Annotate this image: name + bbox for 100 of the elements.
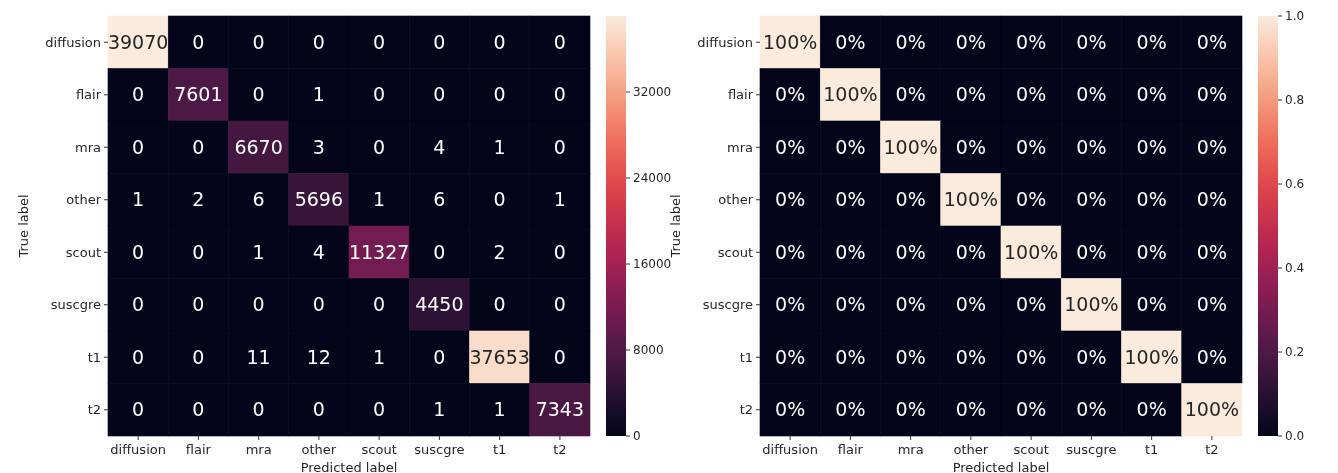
data-label: 0% <box>955 293 986 316</box>
data-label: 0 <box>373 135 386 158</box>
data-label: 0% <box>1136 240 1167 263</box>
data-label: 0 <box>373 398 386 421</box>
data-label: 0 <box>252 83 265 106</box>
y-tick-label: scout <box>65 244 101 260</box>
data-label: 0 <box>433 240 446 263</box>
x-tick-label: diffusion <box>762 442 818 457</box>
data-label: 0 <box>553 30 566 53</box>
data-label: 0% <box>955 135 986 158</box>
data-label: 0% <box>895 345 926 368</box>
x-tick-label: scout <box>361 442 397 457</box>
data-label: 0% <box>1076 83 1107 106</box>
data-label: 0% <box>1016 398 1047 421</box>
data-label: 0% <box>835 135 866 158</box>
data-label: 0 <box>433 83 446 106</box>
data-label: 0% <box>835 293 866 316</box>
data-label: 0% <box>895 188 926 211</box>
data-label: 0 <box>493 30 506 53</box>
y-tick-label: suscgre <box>702 297 753 313</box>
x-tick-label: suscgre <box>414 442 465 457</box>
y-tick-label: other <box>718 192 754 208</box>
y-tick-label: mra <box>727 139 753 155</box>
x-tick-label: scout <box>1013 442 1049 457</box>
data-label: 0 <box>553 135 566 158</box>
x-tick-label: other <box>301 442 337 457</box>
y-axis-title: True label <box>668 194 683 259</box>
data-label: 0% <box>1016 30 1047 53</box>
data-label: 0 <box>312 293 325 316</box>
data-label: 0% <box>1196 188 1227 211</box>
y-tick-label: other <box>66 192 102 208</box>
data-label: 0% <box>895 240 926 263</box>
data-label: 100% <box>1184 398 1240 421</box>
data-label: 0 <box>373 83 386 106</box>
data-label: 1 <box>493 398 506 421</box>
data-label: 0% <box>1196 30 1227 53</box>
color-bar-label: 0.8 <box>1285 93 1305 108</box>
data-label: 0% <box>895 30 926 53</box>
color-bar-label: 0.0 <box>1285 429 1305 444</box>
data-label: 0% <box>775 188 806 211</box>
data-label: 0 <box>493 293 506 316</box>
data-label: 4 <box>312 240 325 263</box>
data-label: 0% <box>835 398 866 421</box>
data-label: 0% <box>1016 188 1047 211</box>
x-tick-label: t1 <box>492 442 507 457</box>
x-tick-label: other <box>953 442 989 457</box>
y-tick-label: t1 <box>87 349 101 365</box>
data-label: 0% <box>955 30 986 53</box>
data-label: 0% <box>1136 83 1167 106</box>
data-label: 0 <box>553 83 566 106</box>
data-label: 0% <box>775 398 806 421</box>
data-label: 0% <box>1136 135 1167 158</box>
color-bar-label: 0.4 <box>1285 261 1305 276</box>
color-bar-label: 0.6 <box>1285 177 1305 192</box>
data-label: 0 <box>132 345 145 368</box>
data-label: 0 <box>252 293 265 316</box>
data-label: 5696 <box>294 188 344 211</box>
data-label: 0% <box>1016 83 1047 106</box>
data-label: 3 <box>312 135 325 158</box>
color-bar-label: 8000 <box>633 343 664 358</box>
data-label: 1 <box>312 83 325 106</box>
color-bar-label: 24000 <box>633 171 672 186</box>
data-label: 100% <box>1003 240 1059 263</box>
data-label: 6 <box>252 188 265 211</box>
data-label: 4 <box>433 135 446 158</box>
data-label: 7343 <box>535 398 585 421</box>
data-label: 100% <box>883 135 938 158</box>
data-label: 6 <box>433 188 446 211</box>
y-tick-label: suscgre <box>50 297 101 313</box>
x-tick-label: diffusion <box>110 442 166 457</box>
data-label: 0 <box>192 345 205 368</box>
data-label: 0 <box>312 30 325 53</box>
data-label: 0% <box>1196 83 1227 106</box>
data-label: 0 <box>192 30 205 53</box>
data-label: 0% <box>1196 135 1227 158</box>
data-label: 0 <box>192 135 205 158</box>
data-label: 100% <box>762 30 818 53</box>
data-label: 0 <box>252 30 265 53</box>
x-tick-label: t1 <box>1144 442 1159 457</box>
data-label: 0 <box>192 240 205 263</box>
data-label: 1 <box>373 345 386 368</box>
y-tick-label: t1 <box>739 349 753 365</box>
data-label: 0% <box>1196 345 1227 368</box>
data-label: 0% <box>835 240 866 263</box>
data-label: 0% <box>1016 345 1047 368</box>
data-label: 0% <box>955 240 986 263</box>
data-label: 0% <box>1076 135 1107 158</box>
data-label: 0% <box>835 345 866 368</box>
data-label: 0% <box>835 188 866 211</box>
data-label: 0% <box>1136 293 1167 316</box>
data-label: 0% <box>1016 293 1047 316</box>
data-label: 1 <box>553 188 566 211</box>
data-label: 0% <box>1076 345 1107 368</box>
color-bar-label: 32000 <box>633 85 672 100</box>
y-tick-label: mra <box>75 139 101 155</box>
data-label: 0 <box>192 398 205 421</box>
data-label: 0 <box>493 188 506 211</box>
data-label: 0% <box>1196 240 1227 263</box>
data-label: 100% <box>1064 293 1119 316</box>
data-label: 6670 <box>234 135 283 158</box>
